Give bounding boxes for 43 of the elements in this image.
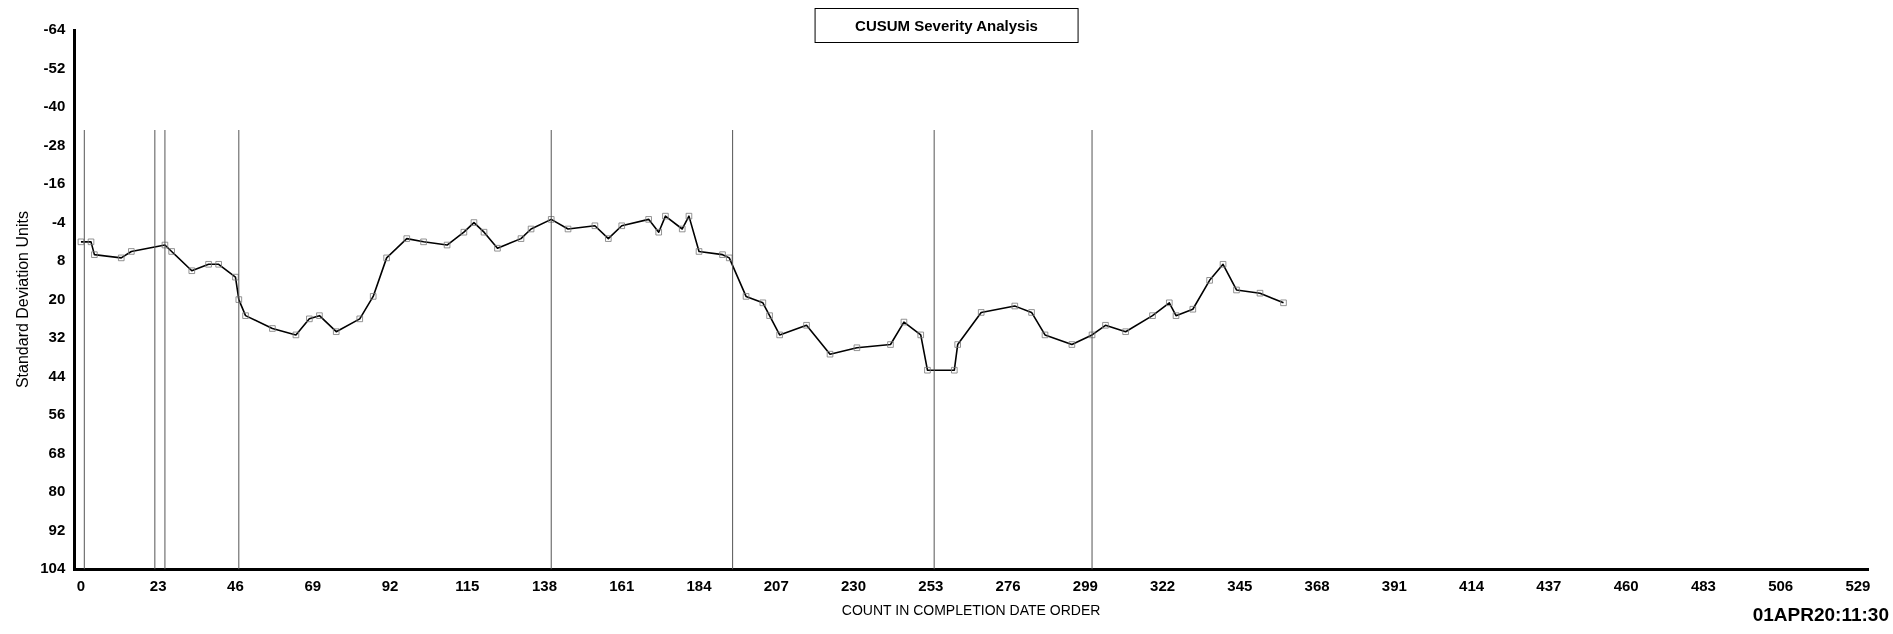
x-tick-label: 138 bbox=[531, 577, 558, 595]
x-tick-label: 161 bbox=[609, 577, 635, 595]
x-tick-label: 184 bbox=[686, 577, 713, 595]
x-tick-label: 345 bbox=[1227, 577, 1253, 595]
y-tick-label: 32 bbox=[48, 328, 66, 346]
y-tick-label: 8 bbox=[56, 251, 66, 269]
y-tick-label: -64 bbox=[43, 20, 66, 38]
x-tick-label: 322 bbox=[1150, 577, 1176, 595]
y-tick-label: 92 bbox=[48, 520, 66, 538]
y-tick-label: 20 bbox=[48, 289, 66, 307]
y-tick-label: 44 bbox=[48, 366, 66, 384]
y-tick-label: -4 bbox=[51, 212, 66, 230]
y-tick-label: -52 bbox=[43, 58, 66, 76]
x-tick-label: 391 bbox=[1381, 577, 1407, 595]
x-tick-label: 230 bbox=[841, 577, 867, 595]
x-tick-label: 414 bbox=[1459, 577, 1485, 595]
x-axis-title: COUNT IN COMPLETION DATE ORDER bbox=[841, 602, 1101, 619]
x-tick-label: 46 bbox=[227, 577, 244, 595]
x-tick-label: 207 bbox=[763, 577, 789, 595]
x-tick-label: 506 bbox=[1768, 577, 1794, 595]
y-tick-label: -28 bbox=[43, 135, 66, 153]
x-tick-label: 460 bbox=[1613, 577, 1639, 595]
x-tick-label: 92 bbox=[381, 577, 399, 595]
x-tick-label: 437 bbox=[1536, 577, 1562, 595]
y-tick-label: 56 bbox=[48, 405, 66, 423]
x-tick-label: 299 bbox=[1072, 577, 1098, 595]
x-tick-label: 0 bbox=[76, 577, 86, 595]
x-tick-label: 276 bbox=[995, 577, 1021, 595]
x-tick-label: 368 bbox=[1304, 577, 1330, 595]
y-tick-label: 68 bbox=[48, 443, 66, 461]
x-tick-label: 529 bbox=[1845, 577, 1871, 595]
x-tick-label: 23 bbox=[149, 577, 167, 595]
y-tick-label: 104 bbox=[40, 559, 66, 577]
y-tick-label: -16 bbox=[43, 174, 66, 192]
y-tick-label: 80 bbox=[48, 482, 66, 500]
x-tick-label: 253 bbox=[918, 577, 944, 595]
x-tick-label: 483 bbox=[1690, 577, 1716, 595]
x-tick-label: 115 bbox=[455, 577, 480, 595]
chart-title: CUSUM Severity Analysis bbox=[814, 8, 1079, 43]
y-axis-title: Standard Deviation Units bbox=[14, 211, 32, 389]
text: 01APR20:11:30 bbox=[1752, 604, 1889, 626]
x-tick-label: 69 bbox=[304, 577, 322, 595]
y-tick-label: -40 bbox=[43, 97, 66, 115]
